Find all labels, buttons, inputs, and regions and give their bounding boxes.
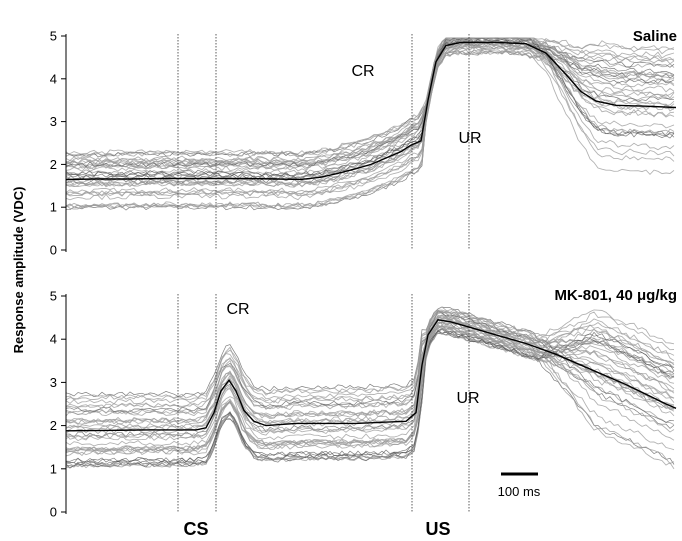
- trial-trace: [65, 37, 675, 175]
- trial-trace: [65, 37, 675, 162]
- y-tick-label: 1: [50, 200, 57, 215]
- trial-trace: [65, 311, 675, 417]
- trial-trace: [65, 326, 675, 456]
- cs-label: CS: [183, 519, 208, 539]
- trial-trace: [65, 324, 675, 452]
- trial-trace: [65, 41, 675, 188]
- panel-title: MK-801, 40 μg/kg: [554, 287, 677, 304]
- trial-trace: [65, 39, 675, 179]
- trial-trace: [65, 308, 675, 401]
- trial-trace: [65, 46, 675, 197]
- y-tick-label: 5: [50, 29, 57, 44]
- trial-trace: [65, 37, 675, 164]
- trial-trace: [65, 306, 675, 423]
- saline-trial-traces: [65, 37, 675, 211]
- mean-response-line: [65, 319, 677, 432]
- trial-trace: [66, 41, 675, 188]
- trial-trace: [65, 37, 675, 156]
- trial-trace: [65, 37, 675, 172]
- y-tick-label: 0: [50, 243, 57, 258]
- trial-trace: [65, 45, 675, 201]
- trial-trace: [65, 310, 675, 417]
- trial-trace: [65, 37, 675, 166]
- mean-response-line: [65, 41, 677, 181]
- trial-trace: [65, 317, 675, 465]
- us-label: US: [425, 519, 450, 539]
- cr-annotation: CR: [351, 63, 374, 80]
- y-tick-label: 3: [50, 375, 57, 390]
- y-tick-label: 4: [50, 332, 57, 347]
- y-tick-label: 1: [50, 461, 57, 476]
- trial-trace: [65, 320, 675, 442]
- trial-trace: [65, 321, 675, 435]
- trial-trace: [65, 309, 675, 405]
- y-tick-label: 0: [50, 505, 57, 520]
- y-tick-label: 3: [50, 114, 57, 129]
- trial-trace: [65, 45, 675, 197]
- trial-trace: [65, 306, 675, 401]
- trial-trace: [65, 37, 675, 157]
- cr-annotation: CR: [226, 301, 249, 318]
- scale-bar-label: 100 ms: [498, 484, 541, 499]
- ur-annotation: UR: [456, 390, 479, 407]
- trial-trace: [65, 325, 675, 457]
- mk801-trial-traces: [65, 306, 675, 470]
- trial-trace: [65, 315, 675, 425]
- y-tick-label: 2: [50, 418, 57, 433]
- trial-trace: [65, 329, 675, 465]
- trial-trace: [65, 329, 675, 469]
- y-axis-label: Response amplitude (VDC): [11, 187, 26, 354]
- y-tick-label: 2: [50, 157, 57, 172]
- saline-panel: 0 1 2 3 4 5 Saline CR UR: [50, 28, 677, 258]
- trial-trace: [65, 328, 675, 464]
- trial-trace: [65, 50, 675, 210]
- mk801-panel: 0 1 2 3 4 5 MK-801, 40 μg/kg CR UR 100 ms: [50, 287, 677, 520]
- trial-trace: [65, 310, 675, 409]
- panel-title: Saline: [633, 28, 677, 45]
- trial-trace: [65, 311, 675, 425]
- trial-trace: [65, 43, 675, 194]
- trial-trace: [65, 314, 675, 433]
- trial-trace: [65, 325, 675, 447]
- ur-annotation: UR: [458, 130, 481, 147]
- trial-trace: [65, 317, 675, 429]
- trial-trace: [65, 316, 675, 432]
- y-tick-label: 4: [50, 71, 57, 86]
- trial-trace: [65, 40, 675, 181]
- trial-trace: [65, 40, 675, 185]
- trial-trace: [65, 37, 675, 168]
- trial-trace: [65, 324, 675, 470]
- y-tick-label: 5: [50, 289, 57, 304]
